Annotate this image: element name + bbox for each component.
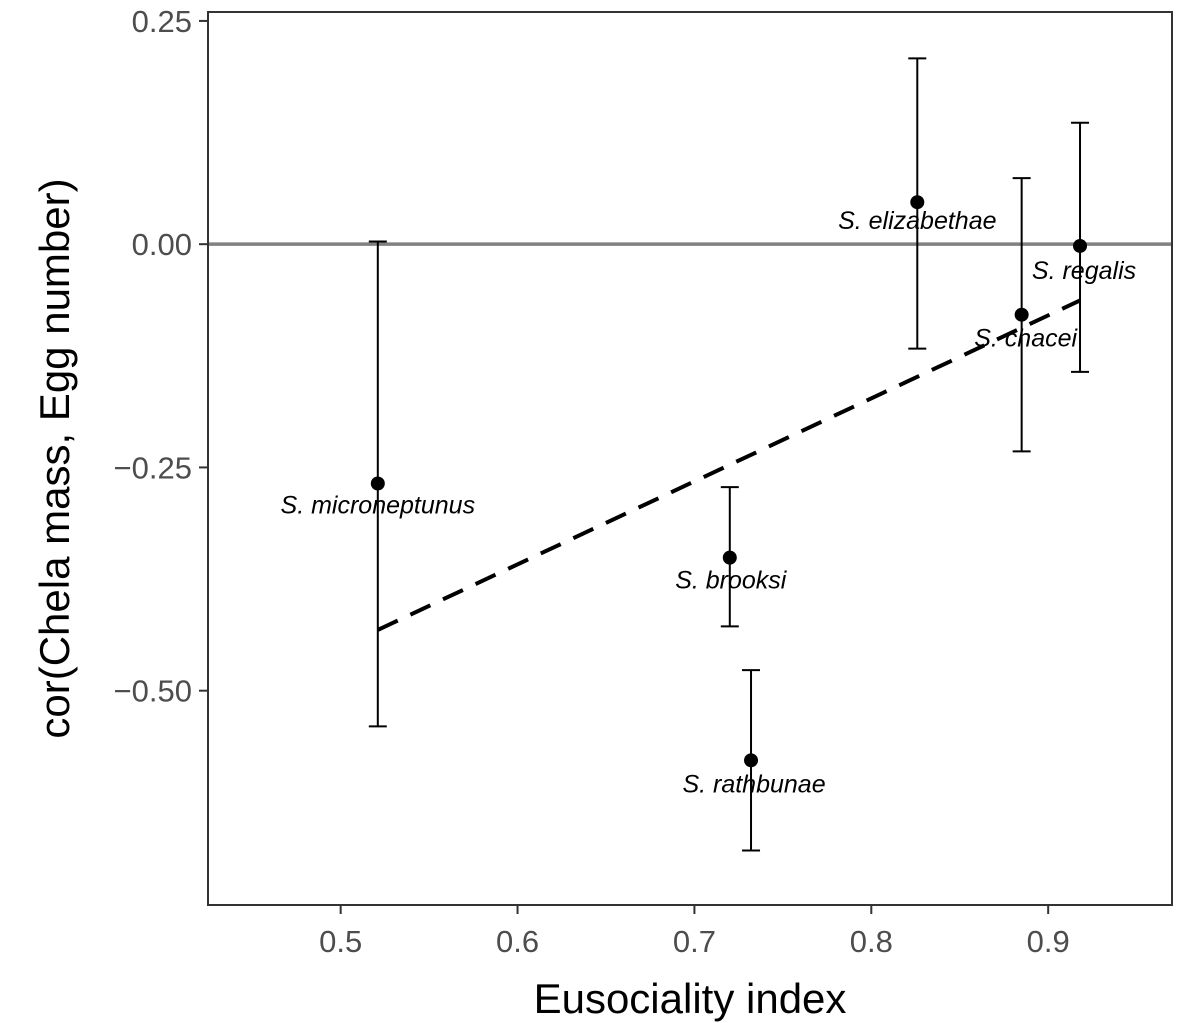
- error-bars: [368, 57, 1090, 852]
- point-label: S. microneptunus: [281, 492, 476, 520]
- data-point: [370, 476, 385, 491]
- data-point: [910, 195, 925, 210]
- regression-line: [376, 298, 1081, 632]
- y-tick-label: −0.25: [114, 450, 192, 485]
- y-tick-label: 0.00: [132, 227, 192, 262]
- data-point: [722, 550, 737, 565]
- y-tick-label: 0.25: [132, 4, 192, 39]
- point-label: S. regalis: [1032, 257, 1136, 285]
- x-axis-title: Eusociality index: [534, 975, 847, 1022]
- y-tick-label: −0.50: [114, 674, 192, 709]
- plot-panel-border: [207, 11, 1173, 906]
- point-label: S. chacei: [974, 325, 1078, 353]
- x-tick-label: 0.9: [1027, 924, 1070, 959]
- y-axis-ticks: 0.25 0.00 −0.25 −0.50: [114, 4, 208, 709]
- x-tick-label: 0.7: [673, 924, 716, 959]
- point-label: S. rathbunae: [682, 770, 825, 798]
- x-tick-label: 0.8: [850, 924, 893, 959]
- data-points: [370, 195, 1088, 768]
- data-point: [1014, 307, 1029, 322]
- x-axis-ticks: 0.5 0.6 0.7 0.8 0.9: [319, 905, 1070, 959]
- trend-line: [376, 298, 1081, 632]
- data-point: [744, 753, 759, 768]
- x-tick-label: 0.6: [496, 924, 539, 959]
- y-axis-title: cor(Chela mass, Egg number): [31, 178, 78, 738]
- data-point: [1073, 238, 1088, 253]
- point-labels: S. microneptunus S. brooksi S. rathbunae S.…: [281, 207, 1137, 798]
- point-label: S. elizabethae: [838, 207, 996, 235]
- x-tick-label: 0.5: [319, 924, 362, 959]
- point-label: S. brooksi: [675, 567, 788, 595]
